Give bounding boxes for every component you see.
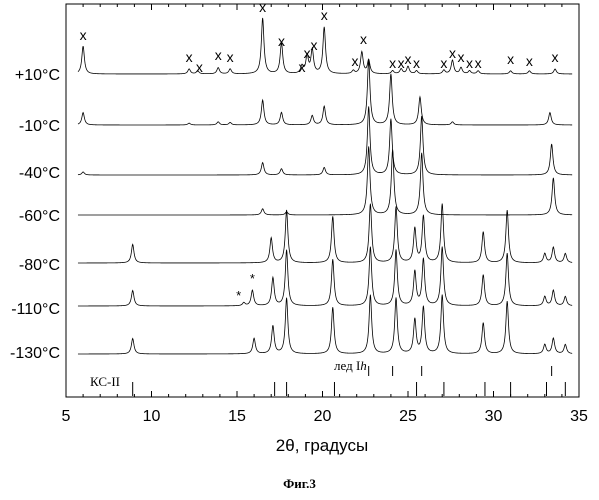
x-tick-label: 10 — [143, 408, 161, 425]
x-marker: x — [458, 49, 465, 65]
x-tick-label: 25 — [399, 408, 417, 425]
star-marker: * — [250, 271, 255, 286]
series-label: -80°C — [19, 257, 60, 274]
series-line — [78, 146, 572, 215]
reference-label: КС-II — [90, 374, 120, 389]
x-marker: x — [413, 55, 420, 71]
x-marker: x — [227, 49, 234, 65]
x-marker: x — [298, 59, 305, 75]
series-label: -60°C — [19, 208, 60, 225]
series-label: -10°C — [19, 118, 60, 135]
series-line — [78, 204, 572, 263]
plot-frame — [66, 4, 579, 397]
reference-label-italic: h — [360, 358, 367, 373]
x-marker: x — [507, 51, 514, 67]
x-tick-label: 35 — [570, 408, 588, 425]
x-marker: x — [466, 55, 473, 71]
x-marker: x — [351, 53, 358, 69]
x-marker: x — [215, 47, 222, 63]
x-marker: x — [321, 7, 328, 23]
series-line — [78, 247, 572, 306]
series-line — [78, 295, 572, 354]
x-marker: x — [405, 51, 412, 67]
x-marker: x — [259, 0, 266, 15]
x-tick-label: 30 — [485, 408, 503, 425]
figure-caption: Фиг.3 — [0, 476, 599, 492]
series-line — [78, 60, 572, 125]
series-label: -40°C — [19, 165, 60, 182]
series-labels: +10°C -10°C -40°C -60°C -80°C -110°C -130°C — [10, 67, 60, 362]
series-label: +10°C — [15, 67, 60, 84]
x-tick-label: 15 — [228, 408, 246, 425]
x-marker: x — [278, 33, 285, 49]
x-marker: x — [360, 31, 367, 47]
series-line — [78, 106, 572, 175]
star-marker: * — [236, 288, 241, 303]
x-marker: x — [310, 37, 317, 53]
reference-label: лед Ih — [334, 358, 367, 373]
x-tick-label: 5 — [62, 408, 71, 425]
x-axis-label: 2θ, градусы — [276, 436, 368, 455]
x-marker: x — [475, 55, 482, 71]
x-marker: x — [186, 49, 193, 65]
x-marker: x — [449, 45, 456, 61]
x-marker: x — [389, 55, 396, 71]
x-marker: x — [196, 59, 203, 75]
x-marker: x — [80, 27, 87, 43]
series-label: -130°C — [10, 345, 60, 362]
series-label: -110°C — [11, 301, 60, 318]
diffraction-curves — [78, 18, 572, 354]
reference-lines: лед Ih КС-II — [90, 358, 565, 396]
x-marker: x — [440, 55, 447, 71]
x-marker: x — [552, 49, 559, 65]
x-marker: x — [526, 53, 533, 69]
x-tick-label: 20 — [314, 408, 332, 425]
series-line — [78, 18, 572, 74]
